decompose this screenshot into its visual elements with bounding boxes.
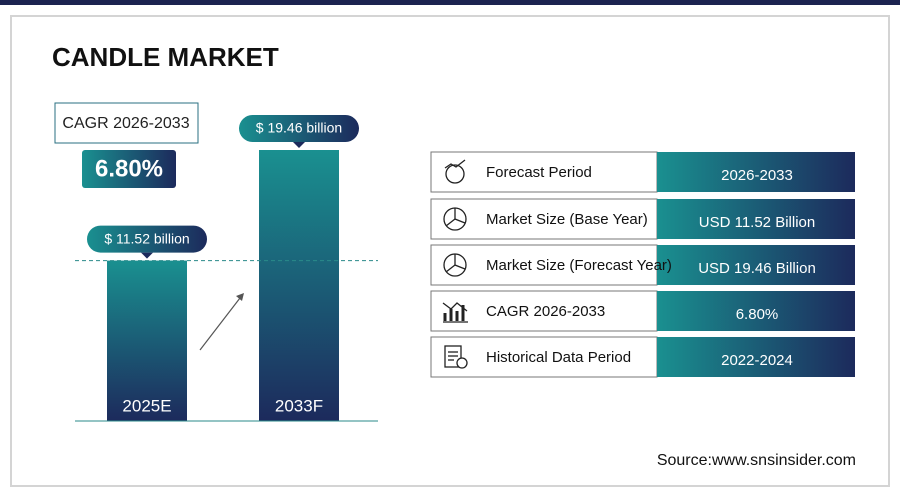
row-label: Market Size (Forecast Year) <box>486 257 672 274</box>
value-label: $ 11.52 billion <box>104 230 189 246</box>
trend <box>444 159 466 169</box>
row-right <box>657 199 855 239</box>
value-label: $ 19.46 billion <box>256 120 342 136</box>
slice <box>445 218 456 227</box>
row-value: 2026-2033 <box>721 167 793 184</box>
row-right <box>657 152 855 192</box>
row-left <box>430 244 658 286</box>
value-pill <box>239 115 359 142</box>
cagr-label-box <box>54 102 199 144</box>
bar <box>259 150 339 421</box>
pill-pointer <box>293 142 305 148</box>
row-label: CAGR 2026-2033 <box>486 303 605 320</box>
row-right <box>657 245 855 285</box>
title: CANDLE MARKET <box>52 42 279 72</box>
top-border <box>0 0 900 5</box>
value-pill <box>87 225 207 253</box>
row-value: USD 11.52 Billion <box>699 214 815 231</box>
slice <box>445 264 456 273</box>
row-right <box>657 337 855 377</box>
row-value: 2022-2024 <box>721 352 793 369</box>
row-value: 6.80% <box>736 306 779 323</box>
cagr-value-box <box>82 150 176 188</box>
source: Source:www.snsinsider.com <box>657 452 856 469</box>
row-label: Forecast Period <box>486 164 592 181</box>
summary-table: Forecast Period 2026-2033 Market Size (Bas… <box>430 151 855 378</box>
bar-chart: 2025E $ 11.52 billion 2033F $ 19.46 billion <box>75 115 378 422</box>
row-icon <box>443 253 467 277</box>
row-icon <box>442 302 468 323</box>
category-label: 2025E <box>122 396 171 415</box>
row-value: USD 19.46 Billion <box>698 260 816 277</box>
row-label: Historical Data Period <box>486 349 631 366</box>
trend <box>442 302 468 312</box>
doc <box>444 345 462 368</box>
row-label: Market Size (Base Year) <box>486 211 648 228</box>
growth-arrow <box>199 297 241 351</box>
cagr-value: 6.80% <box>95 155 163 182</box>
row-left <box>430 151 658 193</box>
category-label: 2033F <box>275 396 323 415</box>
clock <box>456 357 468 369</box>
arrow-head <box>236 293 244 301</box>
row-left <box>430 336 658 378</box>
bar <box>107 260 187 421</box>
cagr-label: CAGR 2026-2033 <box>62 115 189 132</box>
globe <box>445 164 465 184</box>
row-icon <box>443 207 467 231</box>
row-left <box>430 290 658 332</box>
pill-pointer <box>141 252 153 259</box>
row-left <box>430 198 658 240</box>
row-icon <box>444 159 466 184</box>
row-icon <box>444 345 468 369</box>
row-right <box>657 291 855 331</box>
